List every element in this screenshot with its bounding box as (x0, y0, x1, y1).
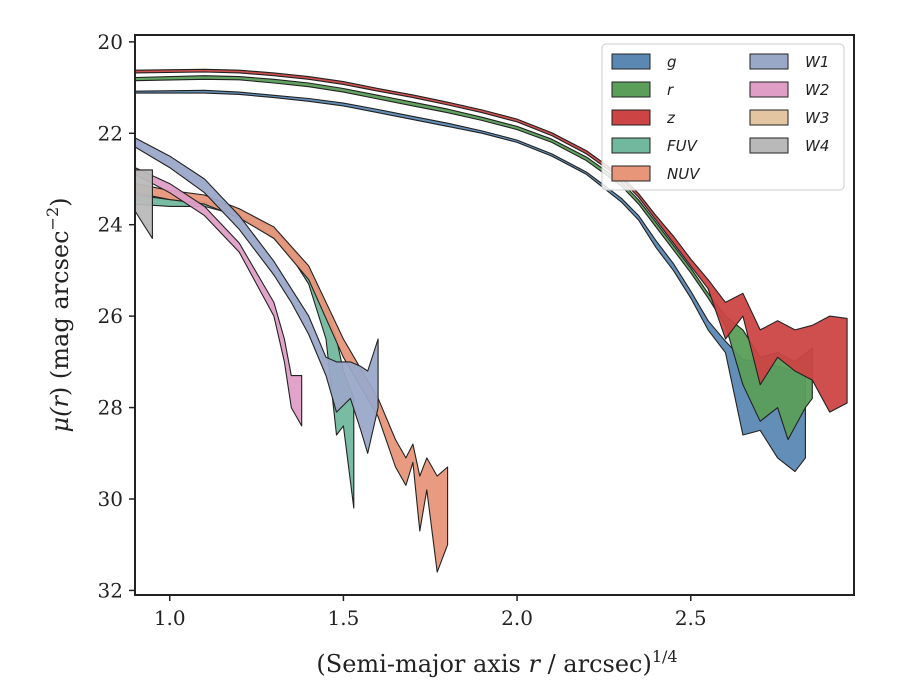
y-tick-label: 24 (98, 213, 123, 237)
x-tick-label: 1.5 (327, 606, 359, 630)
legend-label-nuv: NUV (667, 165, 701, 183)
band-r (135, 75, 813, 441)
x-axis-ticks: 1.0 1.5 2.0 2.5 (154, 595, 707, 630)
y-tick-label: 28 (98, 396, 123, 420)
y-tick-label: 20 (98, 30, 123, 54)
x-tick-label: 2.5 (675, 606, 707, 630)
legend-swatch-fuv (611, 137, 651, 154)
legend-label-w2: W2 (805, 81, 829, 99)
band-w2 (135, 167, 303, 427)
y-tick-label: 22 (98, 121, 123, 145)
band-g (135, 89, 806, 473)
legend-swatch-r (611, 81, 651, 98)
band-w4 (135, 169, 153, 239)
y-axis-ticks: 20 22 24 26 28 30 32 (98, 30, 135, 602)
x-tick-label: 1.0 (154, 606, 186, 630)
band-nuv (135, 183, 449, 573)
legend-swatch-w1 (749, 53, 789, 70)
legend-label-w1: W1 (805, 53, 829, 71)
legend-label-w3: W3 (805, 109, 829, 127)
legend-swatch-g (611, 53, 651, 70)
band-w1 (135, 137, 379, 454)
legend-swatch-z (611, 109, 651, 126)
y-tick-label: 32 (98, 578, 123, 602)
legend-swatch-nuv (611, 165, 651, 182)
legend-label-g: g (667, 53, 677, 71)
y-axis-label: μ(r) (mag arcsec−2) (43, 197, 74, 432)
x-tick-label: 2.0 (501, 606, 533, 630)
legend-swatch-w2 (749, 81, 789, 98)
legend-swatch-w4 (749, 137, 789, 154)
legend-swatch-w3 (749, 109, 789, 126)
plot-frame (134, 34, 855, 596)
legend-label-w4: W4 (805, 137, 829, 155)
legend-label-z: z (666, 109, 676, 127)
legend-label-fuv: FUV (667, 137, 699, 155)
band-z (135, 68, 848, 413)
legend-label-r: r (667, 81, 674, 99)
x-axis-label: (Semi-major axis r / arcsec)1/4 (316, 647, 677, 678)
y-tick-label: 26 (98, 304, 123, 328)
band-areas (135, 68, 848, 573)
legend: grz FUV NUV W1 W2 W3 W4 (601, 43, 845, 191)
y-tick-label: 30 (98, 487, 123, 511)
